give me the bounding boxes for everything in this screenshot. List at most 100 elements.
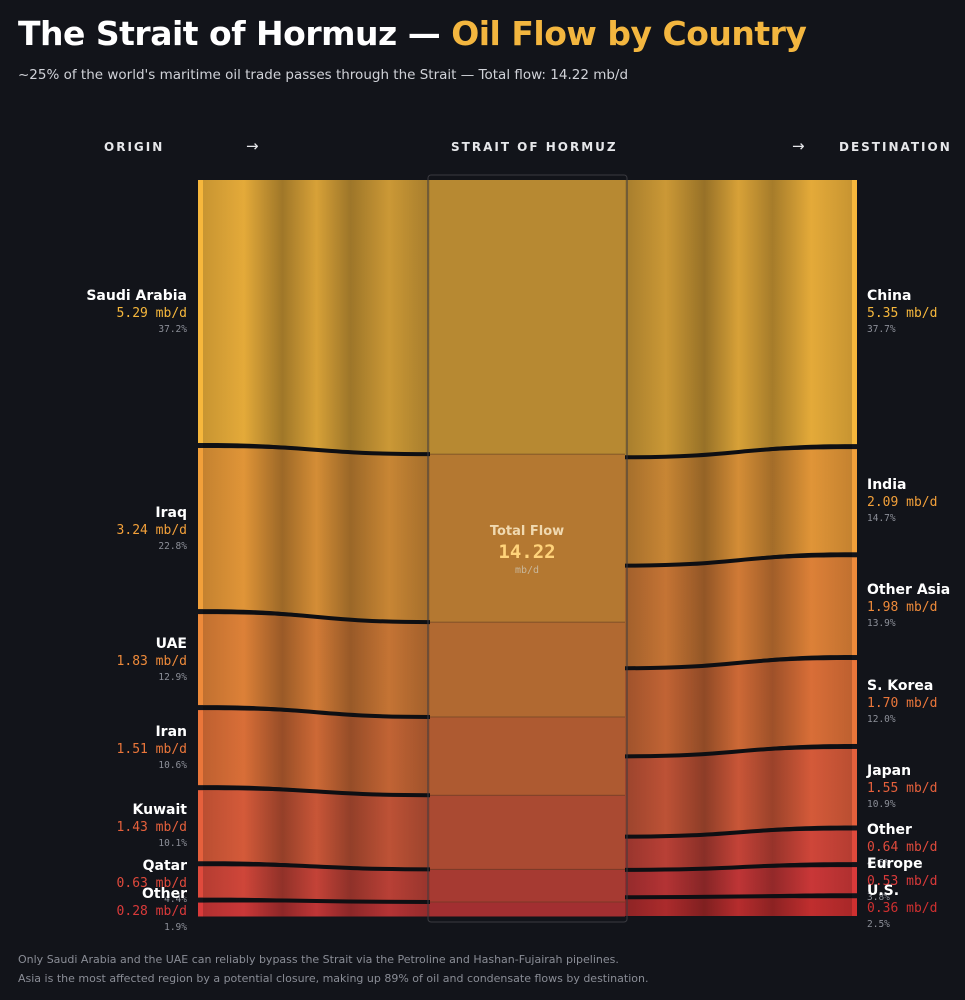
flow-percent: 13.9% xyxy=(867,618,896,630)
dst-node-bar xyxy=(852,660,857,744)
origin-label: Iran 1.51 mb/d 10.6% xyxy=(117,723,187,773)
src-flow-shade xyxy=(203,866,430,902)
dst-flow-shade xyxy=(625,897,852,917)
src-node-bar xyxy=(198,902,203,917)
dst-node-bar xyxy=(852,867,857,894)
flow-value: 1.55 mb/d xyxy=(867,781,938,797)
destination-label: Europe 0.53 mb/d 3.8% xyxy=(867,855,937,905)
flow-percent: 10.9% xyxy=(867,799,896,811)
origin-label: UAE 1.83 mb/d 12.9% xyxy=(117,635,187,685)
dst-separator-line xyxy=(624,862,853,872)
src-flow-shade xyxy=(203,901,430,917)
dst-node-bar xyxy=(852,748,857,826)
destination-label: S. Korea 1.70 mb/d 12.0% xyxy=(867,677,937,727)
flow-value: 2.09 mb/d xyxy=(867,494,938,510)
flow-value: 0.63 mb/d xyxy=(116,875,187,891)
country-name: S. Korea xyxy=(867,678,934,694)
total-flow-value: 14.22 xyxy=(498,541,556,563)
country-name: Kuwait xyxy=(132,801,187,818)
src-flow-shade xyxy=(203,180,430,455)
dst-flow-shade xyxy=(625,660,852,757)
src-separator-line xyxy=(202,898,431,904)
src-separator-line xyxy=(202,785,431,798)
page-subtitle: ~25% of the world's maritime oil trade p… xyxy=(18,67,629,83)
flow-value: 1.98 mb/d xyxy=(867,600,938,616)
flow-percent: 10.6% xyxy=(158,759,187,771)
src-separator-line xyxy=(202,609,431,625)
flow-percent: 1.9% xyxy=(164,921,187,933)
dst-flow-shade xyxy=(625,180,852,458)
flow-value: 0.36 mb/d xyxy=(867,901,938,917)
flow-value: 1.70 mb/d xyxy=(867,696,938,711)
dst-node-bar xyxy=(852,180,857,445)
country-name: UAE xyxy=(155,635,187,652)
country-name: Qatar xyxy=(142,857,187,874)
dst-separator-line xyxy=(624,552,853,568)
country-name: Iraq xyxy=(155,504,187,521)
flow-percent: 3.8% xyxy=(867,892,890,904)
origin-label: Iraq 3.24 mb/d 22.8% xyxy=(117,504,187,554)
country-name: China xyxy=(867,288,912,305)
page-title: The Strait of Hormuz — Oil Flow by Count… xyxy=(18,14,807,53)
footnote-bypass: Only Saudi Arabia and the UAE can reliab… xyxy=(18,953,619,966)
flow-percent: 12.9% xyxy=(158,671,187,683)
total-flow-label: Total Flow xyxy=(489,524,565,539)
src-node-bar xyxy=(198,448,203,610)
flow-percent: 37.2% xyxy=(158,323,187,335)
flow-value: 5.29 mb/d xyxy=(116,305,187,321)
destination-label: China 5.35 mb/d 37.7% xyxy=(867,287,937,337)
country-name: Saudi Arabia xyxy=(86,287,187,304)
src-separator-line xyxy=(202,705,431,719)
origin-header: ORIGIN xyxy=(104,140,165,154)
origin-arrow-icon: → xyxy=(246,137,259,155)
footnote-asia: Asia is the most affected region by a po… xyxy=(18,972,649,985)
dst-separator-line xyxy=(624,744,853,759)
flow-value: 3.24 mb/d xyxy=(116,522,187,538)
dst-node-bar xyxy=(852,830,857,863)
origin-label: Kuwait 1.43 mb/d 10.1% xyxy=(117,801,187,851)
country-name: U.S. xyxy=(867,883,900,900)
hub-segment xyxy=(430,795,625,870)
dst-node-bar xyxy=(852,449,857,553)
src-flow-shade xyxy=(203,614,430,717)
dst-separator-line xyxy=(624,655,853,671)
destination-label: Other 0.64 mb/d 4.5% xyxy=(867,821,937,871)
src-node-bar xyxy=(198,790,203,862)
dst-node-bar xyxy=(852,898,857,917)
destination-label: Other Asia 1.98 mb/d 13.9% xyxy=(867,581,950,631)
flow-value: 1.43 mb/d xyxy=(116,819,187,835)
dst-separator-line xyxy=(624,444,853,460)
total-flow: Total Flow 14.22 mb/d xyxy=(427,524,627,576)
country-name: Japan xyxy=(867,763,912,780)
flow-value: 1.51 mb/d xyxy=(116,741,187,757)
src-flow-shade xyxy=(203,448,430,623)
hub-segment xyxy=(430,454,625,623)
country-name: India xyxy=(867,476,907,493)
hub-segment xyxy=(430,869,625,902)
dst-flow-shade xyxy=(625,830,852,870)
destination-label: Japan 1.55 mb/d 10.9% xyxy=(867,762,937,812)
hub-segment xyxy=(430,716,625,796)
dst-separator-line xyxy=(624,825,853,839)
flow-percent: 22.8% xyxy=(158,540,187,552)
src-node-bar xyxy=(198,180,203,444)
hub-segment xyxy=(430,622,625,717)
src-flow-shade xyxy=(203,710,430,796)
destination-arrow-icon: → xyxy=(792,137,805,155)
src-node-bar xyxy=(198,866,203,898)
title-highlight: Oil Flow by Country xyxy=(451,14,807,53)
dst-separator-line xyxy=(624,893,853,900)
dst-node-bar xyxy=(852,557,857,656)
country-name: Other xyxy=(142,885,187,902)
flow-percent: 4.4% xyxy=(164,893,187,905)
origin-label: Saudi Arabia 5.29 mb/d 37.2% xyxy=(86,287,187,337)
country-name: Europe xyxy=(867,856,923,873)
origin-label: Other 0.28 mb/d 1.9% xyxy=(117,885,187,935)
dst-flow-shade xyxy=(625,748,852,837)
hub-segment xyxy=(430,901,625,917)
origin-label: Qatar 0.63 mb/d 4.4% xyxy=(117,857,187,907)
flow-percent: 10.1% xyxy=(158,837,187,849)
country-name: Iran xyxy=(155,723,187,740)
flow-percent: 4.5% xyxy=(867,858,890,870)
